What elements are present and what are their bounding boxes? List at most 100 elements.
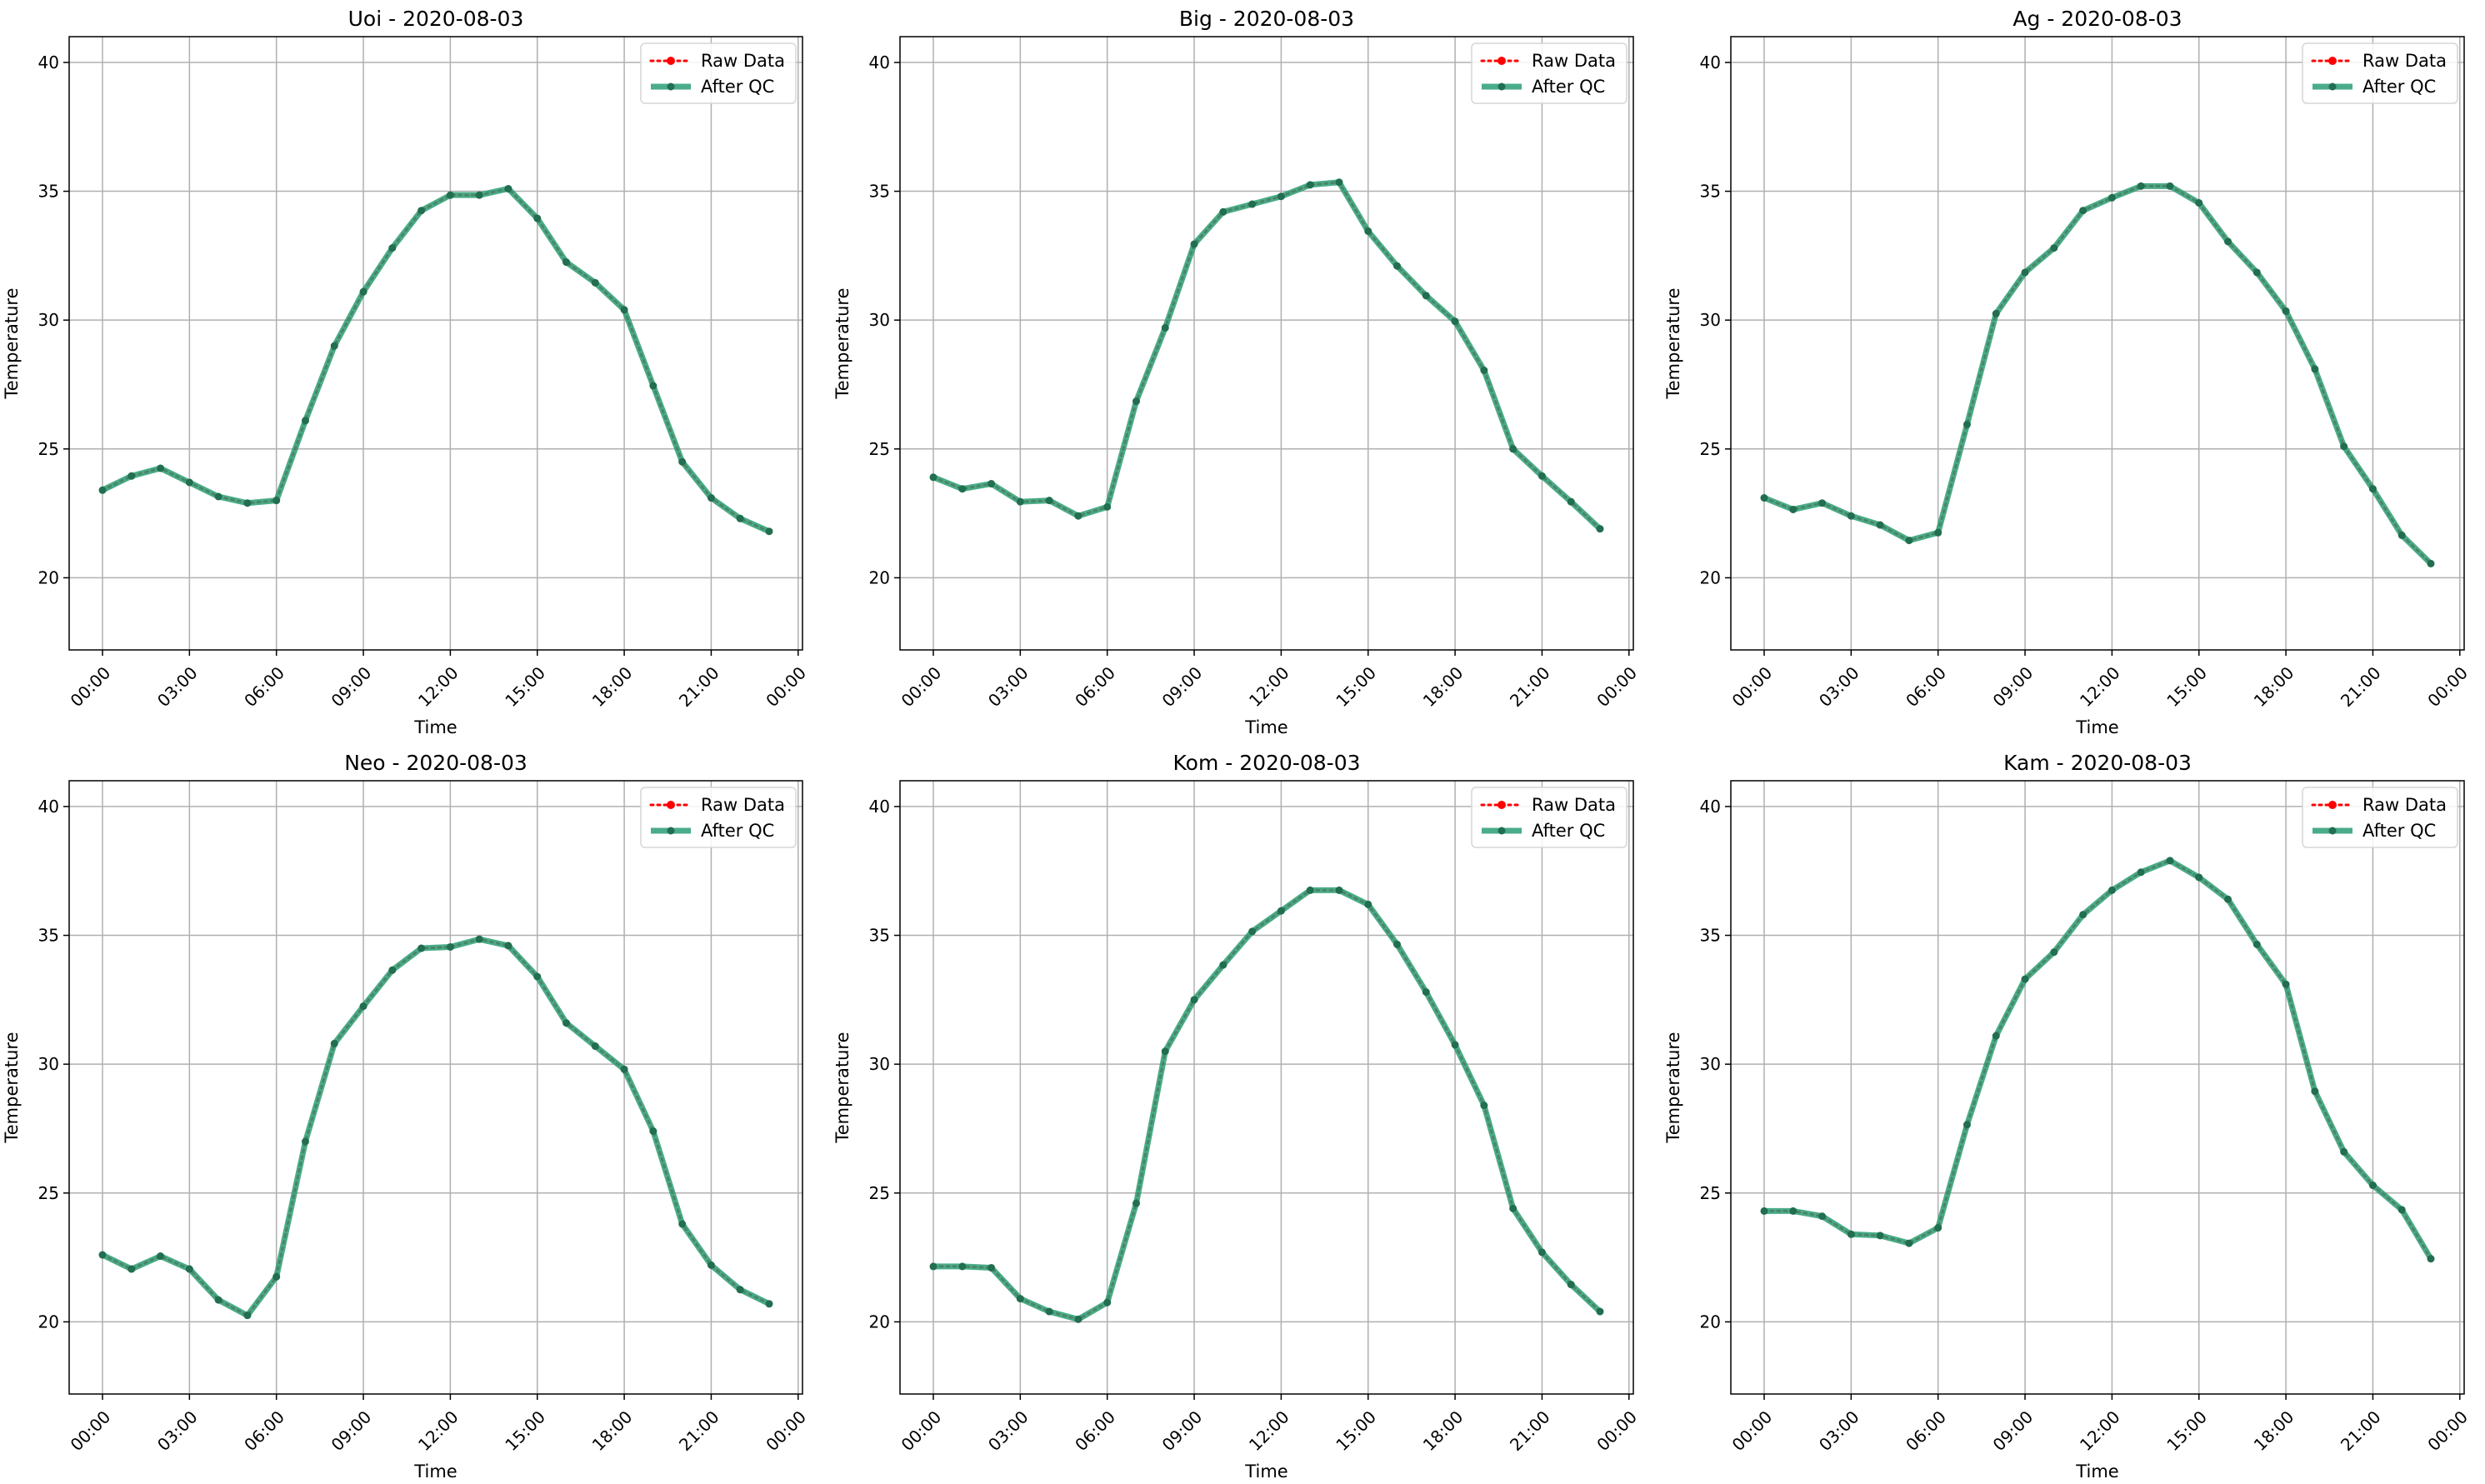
- plot-area: [98, 935, 773, 1320]
- x-tick-label: 06:00: [1902, 1407, 1950, 1455]
- legend: Raw Data After QC: [1471, 787, 1628, 848]
- subplot-4: 00:00 03:00 06:00 09:00 12:00 15:00 18:00 21:00…: [832, 751, 1641, 1482]
- y-tick-label: 40: [869, 797, 890, 817]
- legend-raw-label: Raw Data: [701, 51, 785, 71]
- after-qc-point: [1789, 1207, 1798, 1215]
- x-tick-label: 06:00: [1071, 662, 1119, 711]
- after-qc-point: [475, 191, 483, 199]
- after-qc-point: [2137, 182, 2145, 190]
- after-qc-line: [1761, 182, 2434, 567]
- legend-raw-label: Raw Data: [2362, 795, 2447, 815]
- x-tick-label: 00:00: [898, 662, 946, 711]
- after-qc-line: [930, 887, 1603, 1322]
- after-qc-point: [2427, 559, 2435, 567]
- after-qc-point: [707, 1261, 715, 1269]
- after-qc-point: [958, 485, 967, 493]
- after-qc-point: [2108, 193, 2116, 202]
- after-qc-point: [157, 1252, 165, 1261]
- y-tick-label: 30: [38, 310, 59, 330]
- x-tick-label: 03:00: [1815, 1407, 1863, 1455]
- legend: Raw Data After QC: [640, 787, 797, 848]
- after-qc-point: [1992, 309, 2000, 317]
- after-qc-point: [2282, 307, 2290, 315]
- after-qc-point: [157, 464, 165, 472]
- after-qc-point: [330, 1039, 338, 1047]
- after-qc-point: [2079, 207, 2088, 215]
- x-axis-label: Time: [1244, 717, 1288, 737]
- x-tick-label: 15:00: [501, 1407, 549, 1455]
- plot-area: [1760, 857, 2435, 1263]
- y-tick-label: 20: [869, 567, 890, 587]
- subplot-1: 00:00 03:00 06:00 09:00 12:00 15:00 18:00 21:00…: [832, 7, 1641, 737]
- after-qc-point: [1016, 1295, 1024, 1303]
- x-tick-label: 00:00: [2423, 662, 2472, 711]
- after-qc-point: [2311, 1087, 2319, 1096]
- after-qc-point: [533, 214, 542, 222]
- legend-qc-marker: [2328, 827, 2337, 835]
- subplot-title: Big - 2020-08-03: [1179, 7, 1354, 31]
- y-tick-label: 40: [1700, 797, 1721, 817]
- after-qc-point: [1538, 1248, 1546, 1257]
- after-qc-point: [128, 1265, 136, 1273]
- after-qc-point: [1596, 525, 1604, 533]
- y-tick-label: 20: [38, 1312, 59, 1332]
- axes-frame: [899, 36, 1634, 651]
- x-tick-label: 12:00: [2076, 1407, 2124, 1455]
- x-tick-label: 18:00: [588, 662, 637, 711]
- after-qc-point: [649, 1127, 658, 1136]
- after-qc-point: [1132, 1199, 1140, 1207]
- after-qc-point: [1480, 366, 1488, 374]
- legend: Raw Data After QC: [1471, 42, 1628, 104]
- axes-frame: [1730, 36, 2465, 651]
- legend-raw-marker: [667, 57, 675, 65]
- after-qc-point: [185, 1265, 193, 1273]
- legend-qc-marker: [667, 827, 675, 835]
- legend-qc-label: After QC: [2362, 77, 2436, 97]
- after-qc-point: [1074, 1315, 1082, 1323]
- after-qc-point: [2021, 975, 2029, 983]
- after-qc-point: [1962, 420, 1971, 428]
- after-qc-point: [98, 486, 107, 494]
- after-qc-point: [1934, 1224, 1942, 1232]
- y-tick-label: 30: [1700, 1054, 1721, 1074]
- after-qc-point: [475, 935, 483, 943]
- after-qc-point: [359, 1002, 368, 1011]
- y-tick-label: 40: [38, 52, 59, 72]
- after-qc-point: [2368, 1182, 2377, 1190]
- after-qc-point: [418, 207, 426, 215]
- after-qc-point: [1760, 1207, 1768, 1215]
- after-qc-point: [1422, 292, 1430, 300]
- x-tick-label: 21:00: [675, 662, 723, 711]
- y-tick-label: 35: [38, 926, 59, 946]
- legend-qc-marker: [1498, 82, 1506, 91]
- after-qc-point: [1818, 499, 1827, 507]
- legend-raw-marker: [2328, 57, 2337, 65]
- after-qc-point: [1876, 521, 1884, 529]
- after-qc-point: [272, 497, 281, 505]
- after-qc-point: [591, 278, 599, 287]
- after-qc-point: [2050, 948, 2058, 957]
- subplot-title: Neo - 2020-08-03: [344, 751, 528, 775]
- x-axis-label: Time: [1244, 1462, 1288, 1482]
- axes-frame: [1730, 780, 2465, 1395]
- x-tick-label: 00:00: [1592, 1407, 1641, 1455]
- y-axis-label: Temperature: [832, 287, 852, 399]
- y-tick-label: 40: [869, 52, 890, 72]
- legend-raw-label: Raw Data: [1532, 51, 1616, 71]
- x-tick-label: 03:00: [153, 1407, 202, 1455]
- after-qc-point: [1161, 323, 1169, 332]
- after-qc-point: [1847, 512, 1855, 520]
- after-qc-point: [2195, 873, 2203, 882]
- x-tick-label: 00:00: [67, 1407, 115, 1455]
- x-tick-label: 12:00: [1245, 662, 1293, 711]
- x-tick-label: 00:00: [1592, 662, 1641, 711]
- y-tick-label: 35: [38, 182, 59, 202]
- after-qc-point: [736, 1286, 744, 1294]
- x-tick-label: 00:00: [1728, 662, 1777, 711]
- legend-raw-marker: [1498, 801, 1506, 809]
- after-qc-point: [1876, 1232, 1884, 1240]
- after-qc-point: [2050, 244, 2058, 252]
- after-qc-point: [2427, 1255, 2435, 1263]
- axes-frame: [899, 780, 1634, 1395]
- legend-qc-label: After QC: [701, 821, 774, 841]
